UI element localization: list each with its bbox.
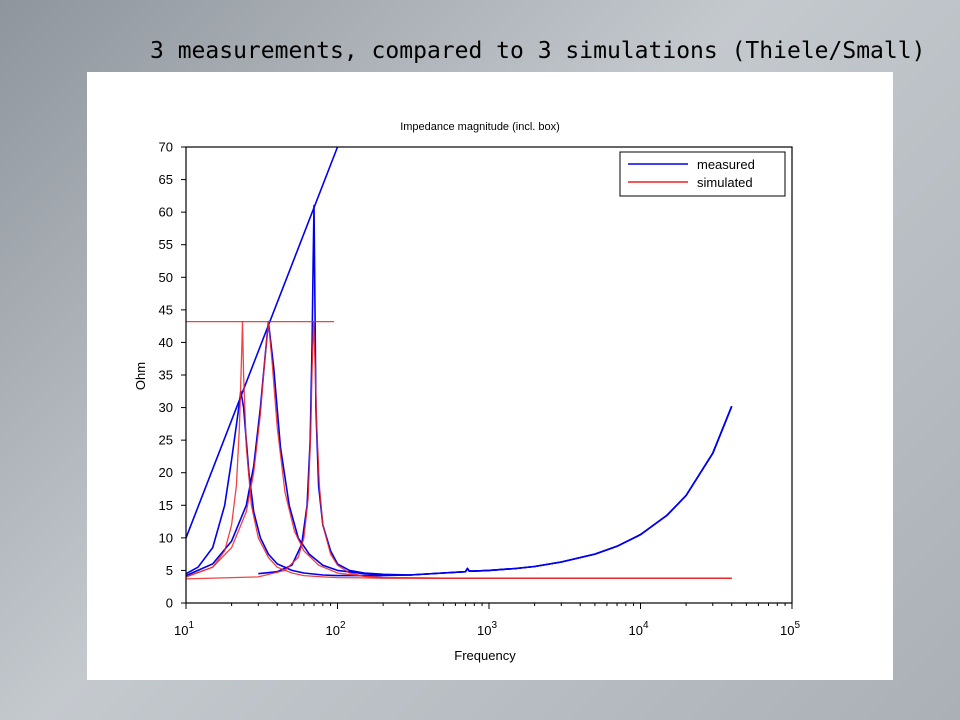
legend-label-simulated: simulated: [697, 175, 753, 190]
y-axis: 0 5 10 15 20 25 30 35 40 45 50 55 60 65 70: [159, 140, 186, 611]
x-tick-exponent: 2: [340, 620, 346, 631]
y-axis-label: Ohm: [133, 362, 148, 390]
legend-label-measured: measured: [697, 157, 755, 172]
legend-box: [619, 151, 786, 197]
figure-panel: Impedance magnitude (incl. box) 0 5 10 15 20…: [87, 72, 893, 680]
y-tick-label: 55: [159, 237, 173, 252]
x-tick-exponent: 1: [188, 620, 194, 631]
x-tick-base: 10: [174, 623, 188, 638]
legend: measured simulated: [619, 151, 786, 197]
measured-trace-4: [185, 146, 339, 539]
y-tick-label: 35: [159, 368, 173, 383]
y-tick-label: 20: [159, 465, 173, 480]
y-tick-label: 50: [159, 270, 173, 285]
measured-trace-3: [258, 204, 733, 576]
plot-frame: [185, 146, 793, 604]
chart-title: Impedance magnitude (incl. box): [400, 121, 560, 133]
y-tick-label: 5: [166, 563, 173, 578]
simulated-trace-2: [185, 320, 732, 579]
x-tick-base: 10: [477, 623, 491, 638]
x-tick-label: 104: [628, 620, 648, 638]
y-tick-label: 65: [159, 172, 173, 187]
series-layer: [185, 146, 733, 580]
y-tick-label: 30: [159, 400, 173, 415]
measured-trace-1: [185, 390, 733, 577]
x-tick-label: 101: [174, 620, 194, 638]
x-tick-label: 105: [780, 620, 800, 638]
y-tick-label: 0: [166, 596, 173, 611]
x-tick-label: 102: [325, 620, 345, 638]
x-tick-exponent: 3: [491, 620, 497, 631]
x-tick-base: 10: [780, 623, 794, 638]
y-tick-label: 70: [159, 140, 173, 155]
y-tick-label: 25: [159, 433, 173, 448]
y-tick-label: 45: [159, 302, 173, 317]
x-tick-base: 10: [325, 623, 339, 638]
y-tick-label: 60: [159, 205, 173, 220]
y-tick-label: 10: [159, 530, 173, 545]
x-axis: 101 102 103 104 105: [174, 603, 800, 638]
slide-title: 3 measurements, compared to 3 simulation…: [150, 38, 926, 64]
x-tick-label: 103: [477, 620, 497, 638]
impedance-chart: Impedance magnitude (incl. box) 05101520…: [133, 121, 800, 663]
x-axis-label: Frequency: [454, 648, 516, 663]
x-tick-exponent: 5: [794, 620, 800, 631]
simulated-trace-1: [185, 320, 732, 579]
measured-trace-2: [185, 320, 733, 577]
y-tick-label: 40: [159, 335, 173, 350]
x-tick-exponent: 4: [643, 620, 649, 631]
x-tick-base: 10: [628, 623, 642, 638]
y-tick-label: 15: [159, 498, 173, 513]
simulated-trace-3: [185, 320, 732, 580]
